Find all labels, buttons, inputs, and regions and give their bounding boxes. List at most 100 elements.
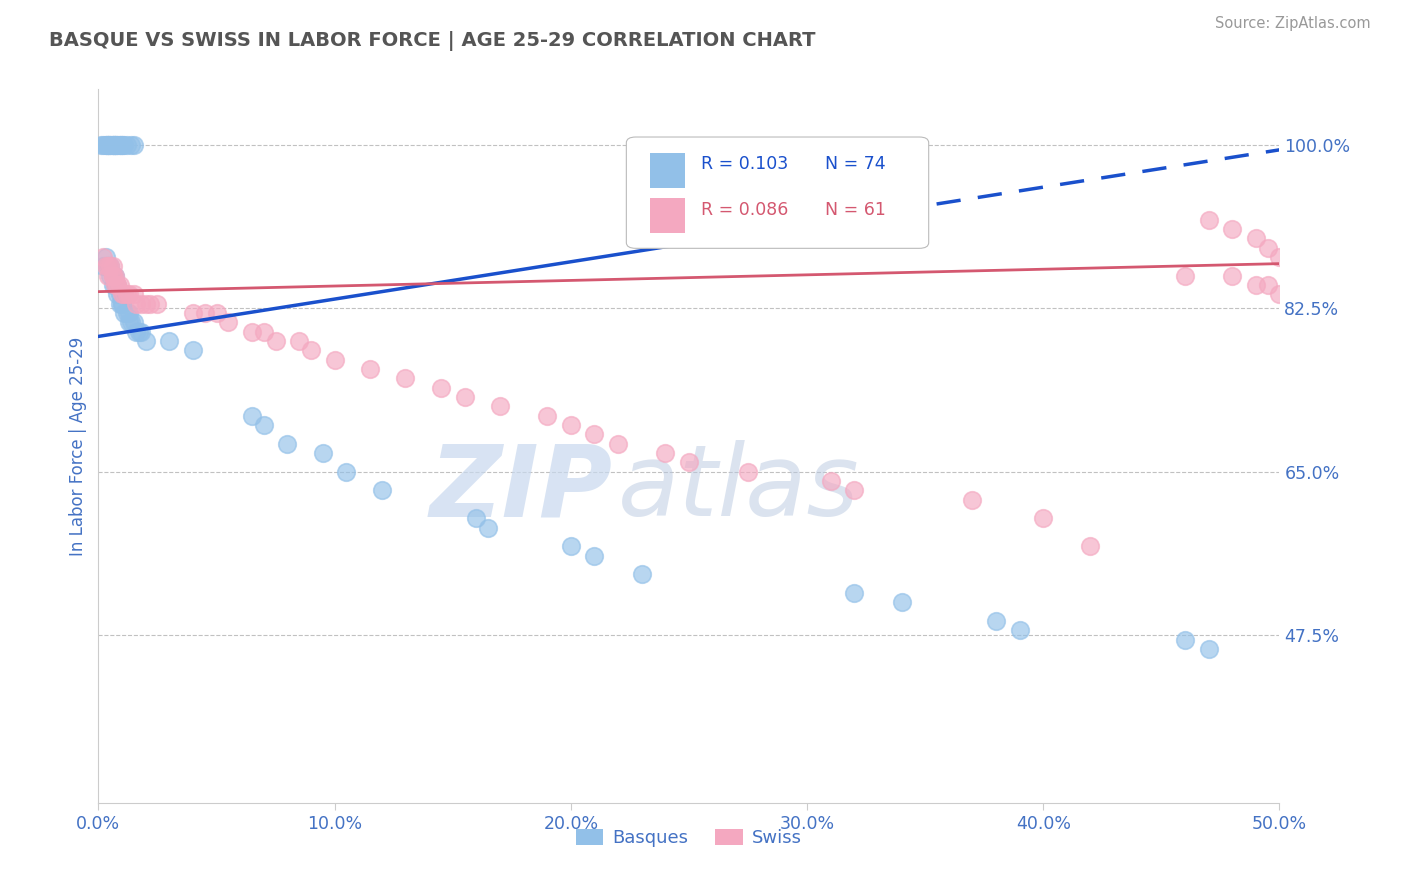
Point [94, 250, 117, 264]
Point [630, 567, 652, 582]
Point [678, 455, 700, 469]
Point [115, 287, 138, 301]
Point [1257, 241, 1279, 255]
Point [1257, 278, 1279, 293]
Point [111, 138, 134, 153]
Point [118, 306, 141, 320]
Text: Source: ZipAtlas.com: Source: ZipAtlas.com [1215, 16, 1371, 31]
Text: BASQUE VS SWISS IN LABOR FORCE | AGE 25-29 CORRELATION CHART: BASQUE VS SWISS IN LABOR FORCE | AGE 25-… [49, 31, 815, 51]
Point [430, 381, 453, 395]
Point [844, 586, 866, 600]
Point [105, 138, 128, 153]
Bar [650, 198, 685, 233]
Point [288, 334, 311, 348]
Text: ZIP: ZIP [429, 441, 612, 537]
Point [105, 278, 128, 293]
Point [146, 297, 169, 311]
Point [97, 138, 120, 153]
Point [101, 278, 124, 293]
Point [105, 278, 128, 293]
Point [1220, 268, 1243, 283]
Point [1080, 539, 1102, 553]
Point [890, 595, 912, 609]
Point [135, 297, 157, 311]
Point [112, 306, 135, 320]
Point [98, 138, 121, 153]
Point [111, 297, 134, 311]
Point [371, 483, 394, 498]
Point [115, 138, 138, 153]
Point [1268, 287, 1291, 301]
Point [101, 260, 124, 274]
Point [489, 400, 512, 414]
Point [359, 362, 381, 376]
Point [122, 287, 145, 301]
Point [97, 260, 120, 274]
Point [205, 306, 228, 320]
Point [111, 297, 134, 311]
FancyBboxPatch shape [626, 137, 929, 248]
Point [217, 315, 239, 329]
Point [98, 138, 121, 153]
Text: R = 0.103: R = 0.103 [700, 154, 787, 173]
Point [962, 492, 984, 507]
Point [335, 465, 357, 479]
Point [122, 315, 145, 329]
Point [104, 138, 127, 153]
Point [984, 614, 1007, 628]
Point [112, 138, 135, 153]
Point [125, 325, 148, 339]
Point [91, 250, 114, 264]
Text: N = 61: N = 61 [825, 201, 886, 219]
Point [101, 138, 124, 153]
Point [654, 446, 676, 460]
Legend: Basques, Swiss: Basques, Swiss [569, 822, 808, 855]
Point [97, 138, 120, 153]
Point [181, 306, 204, 320]
Point [181, 343, 204, 358]
Point [536, 409, 558, 423]
Point [1198, 641, 1220, 656]
Point [98, 260, 121, 274]
Point [97, 138, 120, 153]
Point [121, 315, 143, 329]
Point [737, 465, 759, 479]
Point [139, 297, 162, 311]
Point [91, 260, 114, 274]
Point [111, 287, 134, 301]
Point [1268, 250, 1291, 264]
Point [453, 390, 475, 404]
Point [94, 138, 117, 153]
Point [104, 138, 127, 153]
Point [560, 417, 582, 432]
Point [111, 138, 134, 153]
Point [104, 268, 127, 283]
Point [607, 436, 630, 450]
Point [1174, 632, 1197, 647]
Point [1244, 231, 1267, 245]
Point [97, 268, 120, 283]
Point [240, 409, 263, 423]
Point [101, 268, 124, 283]
Point [253, 417, 276, 432]
Point [299, 343, 322, 358]
Point [108, 138, 131, 153]
Point [240, 325, 263, 339]
Point [105, 138, 128, 153]
Point [104, 268, 127, 283]
Bar [650, 153, 685, 187]
Point [583, 549, 606, 563]
Point [1032, 511, 1054, 525]
Point [98, 268, 121, 283]
Point [108, 278, 131, 293]
Point [1008, 624, 1031, 638]
Point [108, 287, 131, 301]
Point [323, 352, 346, 367]
Point [1198, 212, 1220, 227]
Text: N = 74: N = 74 [825, 154, 886, 173]
Point [115, 306, 138, 320]
Point [121, 138, 143, 153]
Point [118, 315, 141, 329]
Y-axis label: In Labor Force | Age 25-29: In Labor Force | Age 25-29 [69, 336, 87, 556]
Point [820, 474, 842, 488]
